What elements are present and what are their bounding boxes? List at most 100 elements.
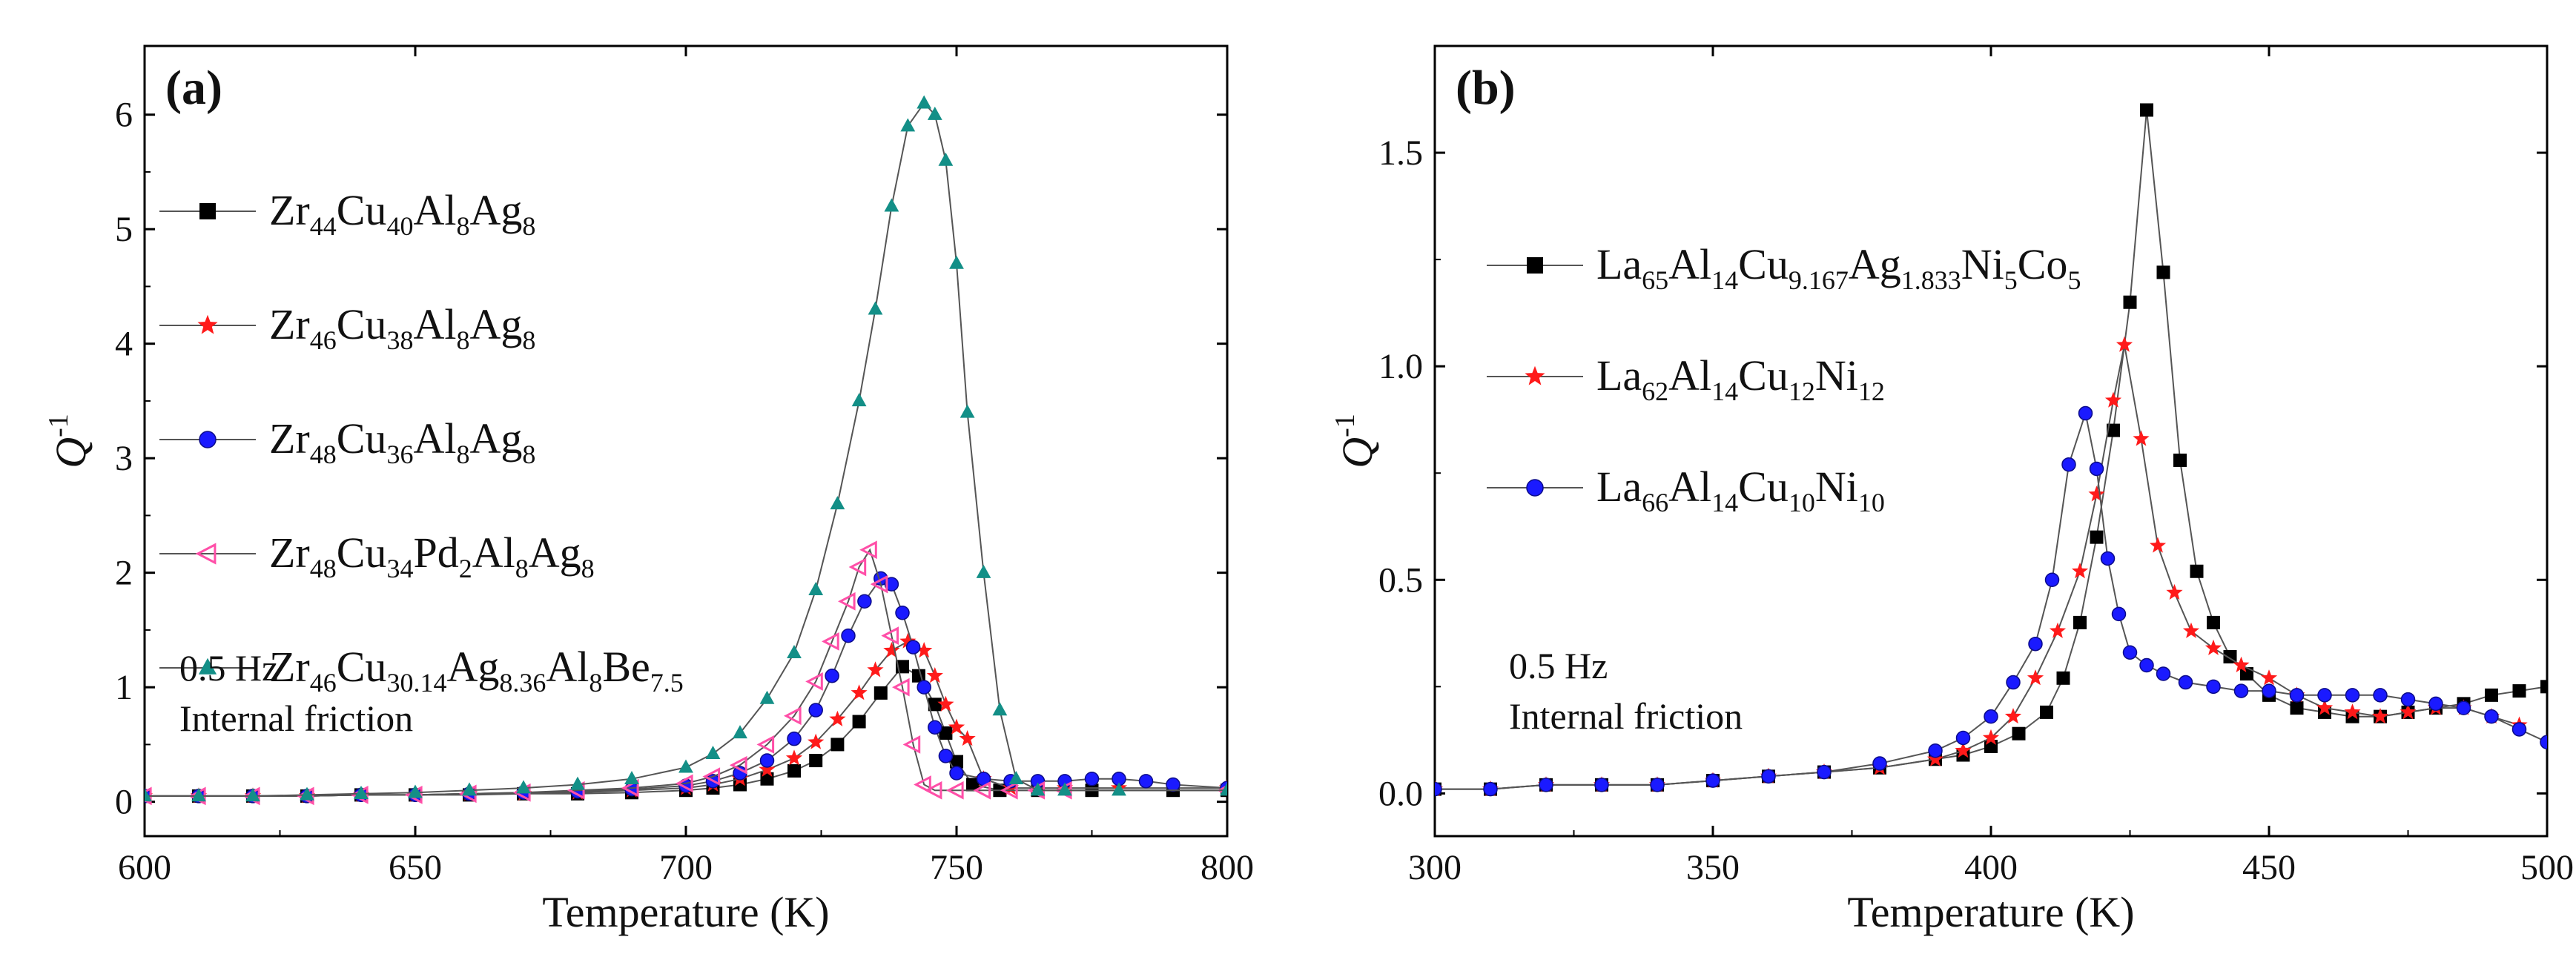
data-point [945,781,964,800]
legend-symbol: Ag [469,414,522,463]
y-tick-label: 1 [115,668,133,707]
annotation: Internal friction [1509,695,1743,737]
data-point [902,735,921,754]
legend-entry-1: La65Al14Cu9.167Ag1.833Ni5Co5 [1487,240,2081,295]
x-tick-label: 450 [2242,848,2296,887]
legend-entry-5: Zr46Cu30.14Ag8.36Al8Be7.5 [159,643,684,698]
data-point [938,749,954,763]
data-point [702,767,721,786]
data-point [851,393,867,407]
legend-subscript: 36 [386,440,413,469]
legend-subscript: 8 [456,211,469,241]
data-point [2511,722,2527,737]
legend-marker [1525,365,1545,385]
legend-symbol: Co [2018,240,2068,288]
data-point [1166,777,1180,792]
data-point [881,626,899,646]
legend-label: Zr46Cu30.14Ag8.36Al8Be7.5 [269,643,684,698]
y-tick-label: 0.5 [1378,560,1423,600]
legend-symbol: Cu [1738,463,1789,511]
data-point [1435,781,1442,797]
legend-symbol: Ag [469,186,522,234]
data-point [2240,667,2253,681]
legend-subscript: 10 [1789,488,1815,517]
data-point [1084,772,1100,786]
data-point [759,753,775,768]
data-point [2166,583,2183,600]
data-point [884,577,899,592]
y-axis-title: Q-1 [1330,414,1381,468]
y-axis-superscript: -1 [1330,414,1361,437]
legend-subscript: 66 [1642,488,1668,517]
data-point [895,605,910,620]
legend-subscript: 8 [581,554,595,583]
legend-subscript: 46 [310,325,337,355]
data-point [2088,486,2105,502]
data-point [2373,688,2388,703]
legend-subscript: 8.36 [499,668,546,698]
data-point [354,786,369,800]
legend-entry-4: Zr48Cu34Pd2Al8Ag8 [159,529,595,583]
x-tick-label: 650 [389,848,442,887]
x-tick-label: 700 [659,848,713,887]
legend-subscript: 14 [1711,488,1738,517]
data-point [2073,615,2087,629]
legend-label: Zr48Cu36Al8Ag8 [269,414,535,469]
data-point [2345,688,2360,703]
data-point [2122,645,2138,660]
legend-symbol: Ag [1849,240,1901,288]
legend-symbol: Ag [446,643,499,691]
legend-symbol: Zr [269,643,310,691]
data-point [1483,781,1498,797]
data-point [808,582,824,596]
data-point [1030,782,1046,796]
x-tick-label: 600 [118,848,171,887]
legend-symbol: Zr [269,186,310,234]
legend-marker [197,314,218,334]
data-point [950,755,963,769]
legend-entry-2: Zr46Cu38Al8Ag8 [159,300,535,355]
data-point [2428,696,2443,712]
legend-subscript: 46 [310,668,337,698]
data-point [2111,606,2127,622]
y-tick-label: 1.5 [1378,133,1423,173]
data-point [2140,103,2153,117]
data-point [2233,683,2249,698]
data-point [851,684,868,700]
data-point [516,780,531,794]
y-axis-symbol: Q [47,437,95,468]
data-point [808,703,823,718]
data-point [570,776,585,790]
legend-subscript: 14 [1711,377,1738,406]
data-point [675,774,693,793]
data-point [2028,636,2043,652]
data-point [2317,688,2332,703]
data-point [1057,782,1072,796]
legend-subscript: 8 [522,440,535,469]
legend-symbol: Zr [269,300,310,348]
data-point [928,720,942,735]
data-point [949,255,964,269]
data-point [787,763,801,778]
x-tick-label: 750 [930,848,983,887]
data-point [830,738,845,752]
data-point [2190,564,2204,578]
data-point [408,784,423,798]
data-point [2056,671,2070,685]
y-axis-superscript: -1 [43,414,74,437]
legend-subscript: 12 [1858,377,1885,406]
data-point [830,496,845,510]
data-point [2078,405,2093,421]
data-point [868,301,883,315]
legend-marker [199,431,217,448]
data-point [917,680,931,695]
legend-symbol: Cu [337,414,387,463]
data-point [1926,750,1944,766]
legend-subscript: 10 [1858,488,1885,517]
legend-subscript: 38 [386,325,413,355]
legend-symbol: Pd [413,529,458,577]
legend-subscript: 48 [310,440,337,469]
data-point [859,540,877,560]
legend-entry-3: La66Al14Cu10Ni10 [1487,463,1885,517]
